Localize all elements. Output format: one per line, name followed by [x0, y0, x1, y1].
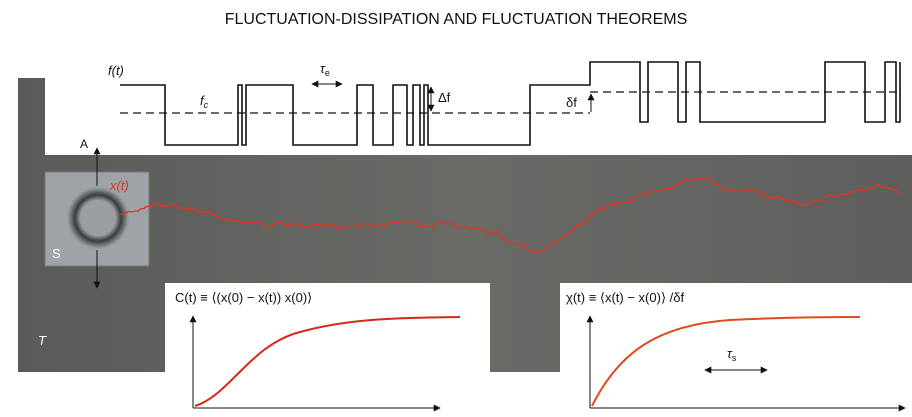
delta-f-small-label: δf — [566, 95, 577, 110]
force-panel — [45, 45, 912, 155]
delta-f-label: Δf — [438, 90, 451, 105]
sample-label: S — [52, 246, 61, 261]
tau-e-label: τe — [320, 61, 330, 78]
response-curve — [591, 316, 861, 407]
fc-sub: c — [204, 100, 209, 110]
fc-label: fc — [200, 93, 209, 110]
force-label: f(t) — [108, 63, 124, 78]
position-trace — [119, 177, 900, 255]
tau-symbol: τ — [320, 61, 326, 76]
correlation-panel — [165, 283, 490, 411]
tau-sub: e — [325, 68, 330, 78]
axis-label: A — [80, 137, 88, 151]
title: FLUCTUATION-DISSIPATION AND FLUCTUATION … — [225, 11, 688, 28]
fc-symbol: f — [200, 93, 205, 108]
tau-s-symbol: τ — [727, 346, 733, 361]
response-panel — [560, 283, 912, 411]
correlation-curve — [194, 316, 461, 407]
trace-label: x(t) — [109, 178, 129, 193]
tau-s-sub: s — [732, 353, 737, 363]
correlation-label: C(t) ≡ ⟨(x(0) − x(t)) x(0)⟩ — [175, 290, 312, 305]
response-label: χ(t) ≡ ⟨x(t) − x(0)⟩ /δf — [566, 290, 684, 305]
tau-s-label: τs — [727, 346, 737, 363]
temperature-label: T — [38, 333, 47, 348]
bead — [66, 186, 130, 250]
